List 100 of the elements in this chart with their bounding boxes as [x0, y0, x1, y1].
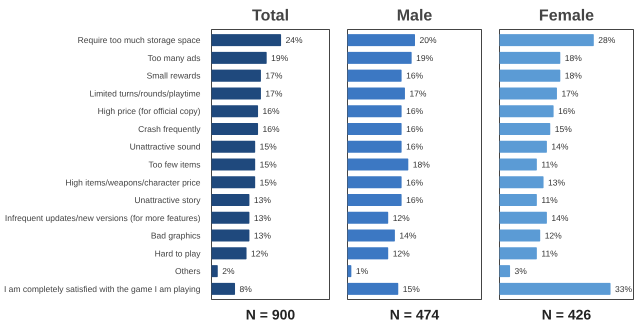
- bar: [212, 230, 250, 242]
- bar: [348, 87, 405, 100]
- bar: [212, 247, 247, 260]
- bar: [348, 52, 412, 64]
- bar: [348, 122, 402, 135]
- bar: [500, 230, 540, 242]
- data-label: 13%: [548, 177, 566, 188]
- bar: [212, 105, 258, 118]
- data-label: 15%: [554, 124, 572, 134]
- data-label: 2%: [222, 266, 235, 276]
- bar: [212, 52, 267, 64]
- y-tick-label: High items/weapons/character price: [65, 177, 201, 188]
- data-label: 18%: [564, 70, 582, 81]
- data-label: 16%: [406, 142, 424, 152]
- data-label: 15%: [402, 284, 420, 294]
- y-tick-label: I am completely satisfied with the game I am playing: [4, 284, 201, 294]
- bar: [212, 265, 218, 278]
- data-label: 3%: [514, 266, 528, 276]
- bar: [348, 230, 395, 242]
- data-label: 8%: [240, 284, 252, 294]
- data-label: 20%: [420, 35, 437, 46]
- data-label: 16%: [406, 106, 424, 116]
- data-label: 15%: [260, 177, 278, 188]
- bar: [348, 265, 352, 278]
- bar: [348, 140, 402, 153]
- bar: [500, 105, 554, 118]
- bar: [500, 247, 537, 260]
- y-tick-label: Infrequent updates/new versions (for more features): [4, 212, 201, 223]
- bar: [348, 247, 388, 260]
- data-label: 13%: [254, 212, 272, 223]
- data-label: 15%: [260, 160, 278, 170]
- data-label: 16%: [558, 106, 576, 116]
- bar: [212, 176, 256, 188]
- bar: [212, 282, 236, 295]
- data-label: 17%: [409, 88, 427, 98]
- y-tick-label: Bad graphics: [150, 230, 201, 241]
- bar: [500, 282, 611, 295]
- text: N = 900: [246, 306, 296, 322]
- data-label: 15%: [260, 142, 278, 152]
- data-label: 14%: [551, 212, 569, 223]
- text: N = 474: [390, 306, 440, 322]
- bar: [212, 34, 282, 46]
- bar: [500, 87, 557, 100]
- data-label: 33%: [615, 284, 633, 294]
- data-label: 16%: [262, 106, 280, 116]
- data-label: 18%: [564, 52, 582, 63]
- data-label: 24%: [286, 35, 304, 46]
- data-label: 11%: [541, 160, 558, 170]
- data-label: 16%: [406, 177, 424, 188]
- data-label: 28%: [598, 35, 616, 46]
- bar: [212, 140, 256, 153]
- data-label: 17%: [561, 88, 579, 98]
- y-tick-label: Require too much storage space: [78, 35, 201, 46]
- bar: [500, 194, 537, 206]
- y-tick-label: Hard to play: [154, 248, 202, 258]
- bar: [500, 122, 550, 135]
- data-label: 12%: [544, 230, 562, 241]
- bar: [348, 105, 402, 118]
- data-label: 17%: [265, 70, 283, 81]
- data-label: 12%: [392, 212, 410, 223]
- data-label: 14%: [399, 230, 417, 241]
- y-tick-label: Others: [174, 266, 201, 276]
- data-label: 17%: [265, 88, 283, 98]
- bar: [348, 70, 402, 82]
- y-tick-label: Limited turns/rounds/playtime: [89, 88, 201, 98]
- bar: [348, 282, 398, 295]
- bar: [500, 52, 560, 64]
- text: N = 426: [542, 306, 592, 322]
- bar: [348, 158, 408, 171]
- bar: [500, 34, 594, 46]
- data-label: 12%: [392, 248, 410, 258]
- bar: [500, 176, 544, 188]
- bar: [500, 265, 510, 278]
- bar: [348, 194, 402, 206]
- data-label: 16%: [262, 124, 280, 134]
- bar: [348, 212, 388, 224]
- y-tick-label: Unattractive story: [134, 195, 202, 206]
- bar: [348, 34, 415, 46]
- chart-title: Total: [252, 8, 290, 24]
- chart-title: Female: [538, 8, 594, 24]
- bar: [348, 176, 402, 188]
- chart-title: Male: [396, 8, 432, 24]
- y-tick-label: High price (for official copy): [98, 106, 201, 116]
- data-label: 13%: [254, 195, 272, 206]
- bar: [212, 70, 261, 82]
- bar: [212, 158, 256, 171]
- bar: [500, 140, 547, 153]
- data-label: 18%: [412, 160, 430, 170]
- bar: [212, 122, 258, 135]
- bar: [500, 158, 537, 171]
- data-label: 1%: [356, 266, 369, 276]
- data-label: 12%: [251, 248, 268, 258]
- y-tick-label: Small rewards: [146, 70, 201, 81]
- data-label: 16%: [406, 195, 424, 206]
- data-label: 16%: [406, 124, 424, 134]
- data-label: 16%: [406, 70, 424, 81]
- y-tick-label: Crash frequently: [138, 124, 202, 134]
- y-tick-label: Too few items: [148, 160, 201, 170]
- bar: [212, 212, 250, 224]
- data-label: 19%: [271, 52, 289, 63]
